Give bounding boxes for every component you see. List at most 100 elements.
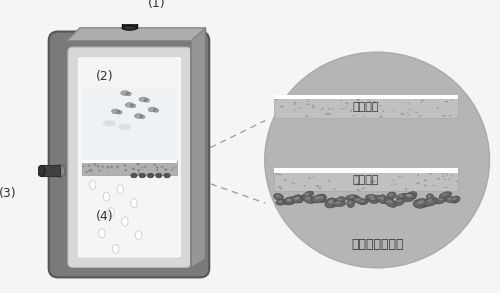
- Ellipse shape: [366, 97, 369, 100]
- Ellipse shape: [418, 115, 422, 117]
- Ellipse shape: [436, 196, 448, 204]
- Ellipse shape: [338, 171, 340, 172]
- Ellipse shape: [292, 182, 294, 184]
- Ellipse shape: [406, 194, 411, 196]
- Ellipse shape: [110, 166, 113, 168]
- Ellipse shape: [372, 181, 374, 182]
- Ellipse shape: [307, 101, 308, 102]
- Ellipse shape: [97, 165, 100, 167]
- Ellipse shape: [328, 108, 330, 110]
- Ellipse shape: [279, 174, 282, 175]
- Ellipse shape: [136, 231, 142, 240]
- Ellipse shape: [296, 196, 300, 200]
- Ellipse shape: [405, 171, 406, 172]
- FancyBboxPatch shape: [77, 56, 182, 258]
- Bar: [274, 95, 458, 99]
- Ellipse shape: [436, 171, 437, 173]
- Ellipse shape: [448, 197, 452, 200]
- Ellipse shape: [277, 173, 280, 175]
- Ellipse shape: [403, 193, 416, 199]
- Ellipse shape: [334, 188, 336, 190]
- Ellipse shape: [387, 192, 396, 199]
- Ellipse shape: [333, 98, 334, 99]
- Ellipse shape: [122, 217, 128, 226]
- Ellipse shape: [313, 176, 314, 177]
- Ellipse shape: [153, 164, 156, 166]
- Ellipse shape: [124, 164, 126, 166]
- Ellipse shape: [320, 186, 322, 187]
- Ellipse shape: [90, 180, 96, 189]
- Ellipse shape: [442, 172, 444, 174]
- Ellipse shape: [378, 197, 382, 199]
- Ellipse shape: [312, 107, 315, 108]
- Ellipse shape: [370, 185, 374, 186]
- Ellipse shape: [329, 200, 333, 203]
- Ellipse shape: [331, 109, 334, 110]
- Ellipse shape: [437, 178, 440, 180]
- Ellipse shape: [406, 194, 412, 197]
- Ellipse shape: [356, 176, 358, 178]
- Bar: [274, 168, 458, 173]
- Ellipse shape: [280, 186, 281, 188]
- Ellipse shape: [294, 103, 295, 105]
- Ellipse shape: [275, 173, 278, 174]
- Ellipse shape: [413, 169, 415, 171]
- Ellipse shape: [108, 208, 114, 217]
- Ellipse shape: [438, 198, 444, 200]
- Ellipse shape: [132, 167, 135, 170]
- Ellipse shape: [406, 112, 409, 113]
- Ellipse shape: [130, 104, 136, 108]
- Ellipse shape: [352, 115, 355, 116]
- Ellipse shape: [112, 244, 119, 253]
- Ellipse shape: [334, 170, 336, 172]
- Ellipse shape: [456, 180, 458, 182]
- Ellipse shape: [104, 192, 110, 201]
- Ellipse shape: [286, 169, 288, 171]
- Ellipse shape: [118, 124, 132, 130]
- Ellipse shape: [416, 112, 418, 113]
- Ellipse shape: [275, 98, 278, 100]
- Ellipse shape: [278, 187, 280, 188]
- Ellipse shape: [139, 173, 145, 178]
- Ellipse shape: [362, 187, 365, 189]
- Text: (4): (4): [96, 210, 113, 223]
- Ellipse shape: [428, 195, 431, 198]
- Ellipse shape: [406, 169, 408, 172]
- Ellipse shape: [352, 197, 365, 204]
- Ellipse shape: [445, 101, 448, 103]
- Ellipse shape: [424, 197, 438, 206]
- Ellipse shape: [276, 200, 286, 205]
- Ellipse shape: [379, 105, 381, 106]
- Ellipse shape: [368, 196, 380, 203]
- Ellipse shape: [166, 161, 169, 164]
- Ellipse shape: [314, 196, 320, 200]
- Ellipse shape: [278, 200, 282, 202]
- Ellipse shape: [409, 109, 412, 110]
- Ellipse shape: [402, 113, 405, 115]
- Ellipse shape: [276, 195, 280, 197]
- Ellipse shape: [387, 200, 392, 203]
- Ellipse shape: [328, 180, 330, 182]
- Ellipse shape: [338, 198, 342, 201]
- Ellipse shape: [404, 192, 417, 202]
- Ellipse shape: [292, 178, 294, 179]
- Ellipse shape: [366, 195, 378, 200]
- Ellipse shape: [347, 199, 354, 207]
- Ellipse shape: [302, 191, 314, 200]
- Ellipse shape: [408, 114, 410, 116]
- Ellipse shape: [346, 106, 348, 107]
- Ellipse shape: [286, 198, 292, 201]
- Ellipse shape: [361, 188, 363, 189]
- Text: 活性炭层: 活性炭层: [353, 102, 380, 112]
- Text: 活性炭层: 活性炭层: [353, 175, 380, 185]
- Ellipse shape: [294, 102, 296, 104]
- Ellipse shape: [38, 166, 45, 176]
- Ellipse shape: [379, 195, 388, 204]
- Ellipse shape: [173, 167, 176, 168]
- Ellipse shape: [154, 109, 159, 112]
- Ellipse shape: [156, 173, 162, 178]
- Ellipse shape: [126, 92, 132, 96]
- Ellipse shape: [382, 110, 384, 112]
- Ellipse shape: [445, 197, 456, 202]
- Ellipse shape: [372, 180, 376, 182]
